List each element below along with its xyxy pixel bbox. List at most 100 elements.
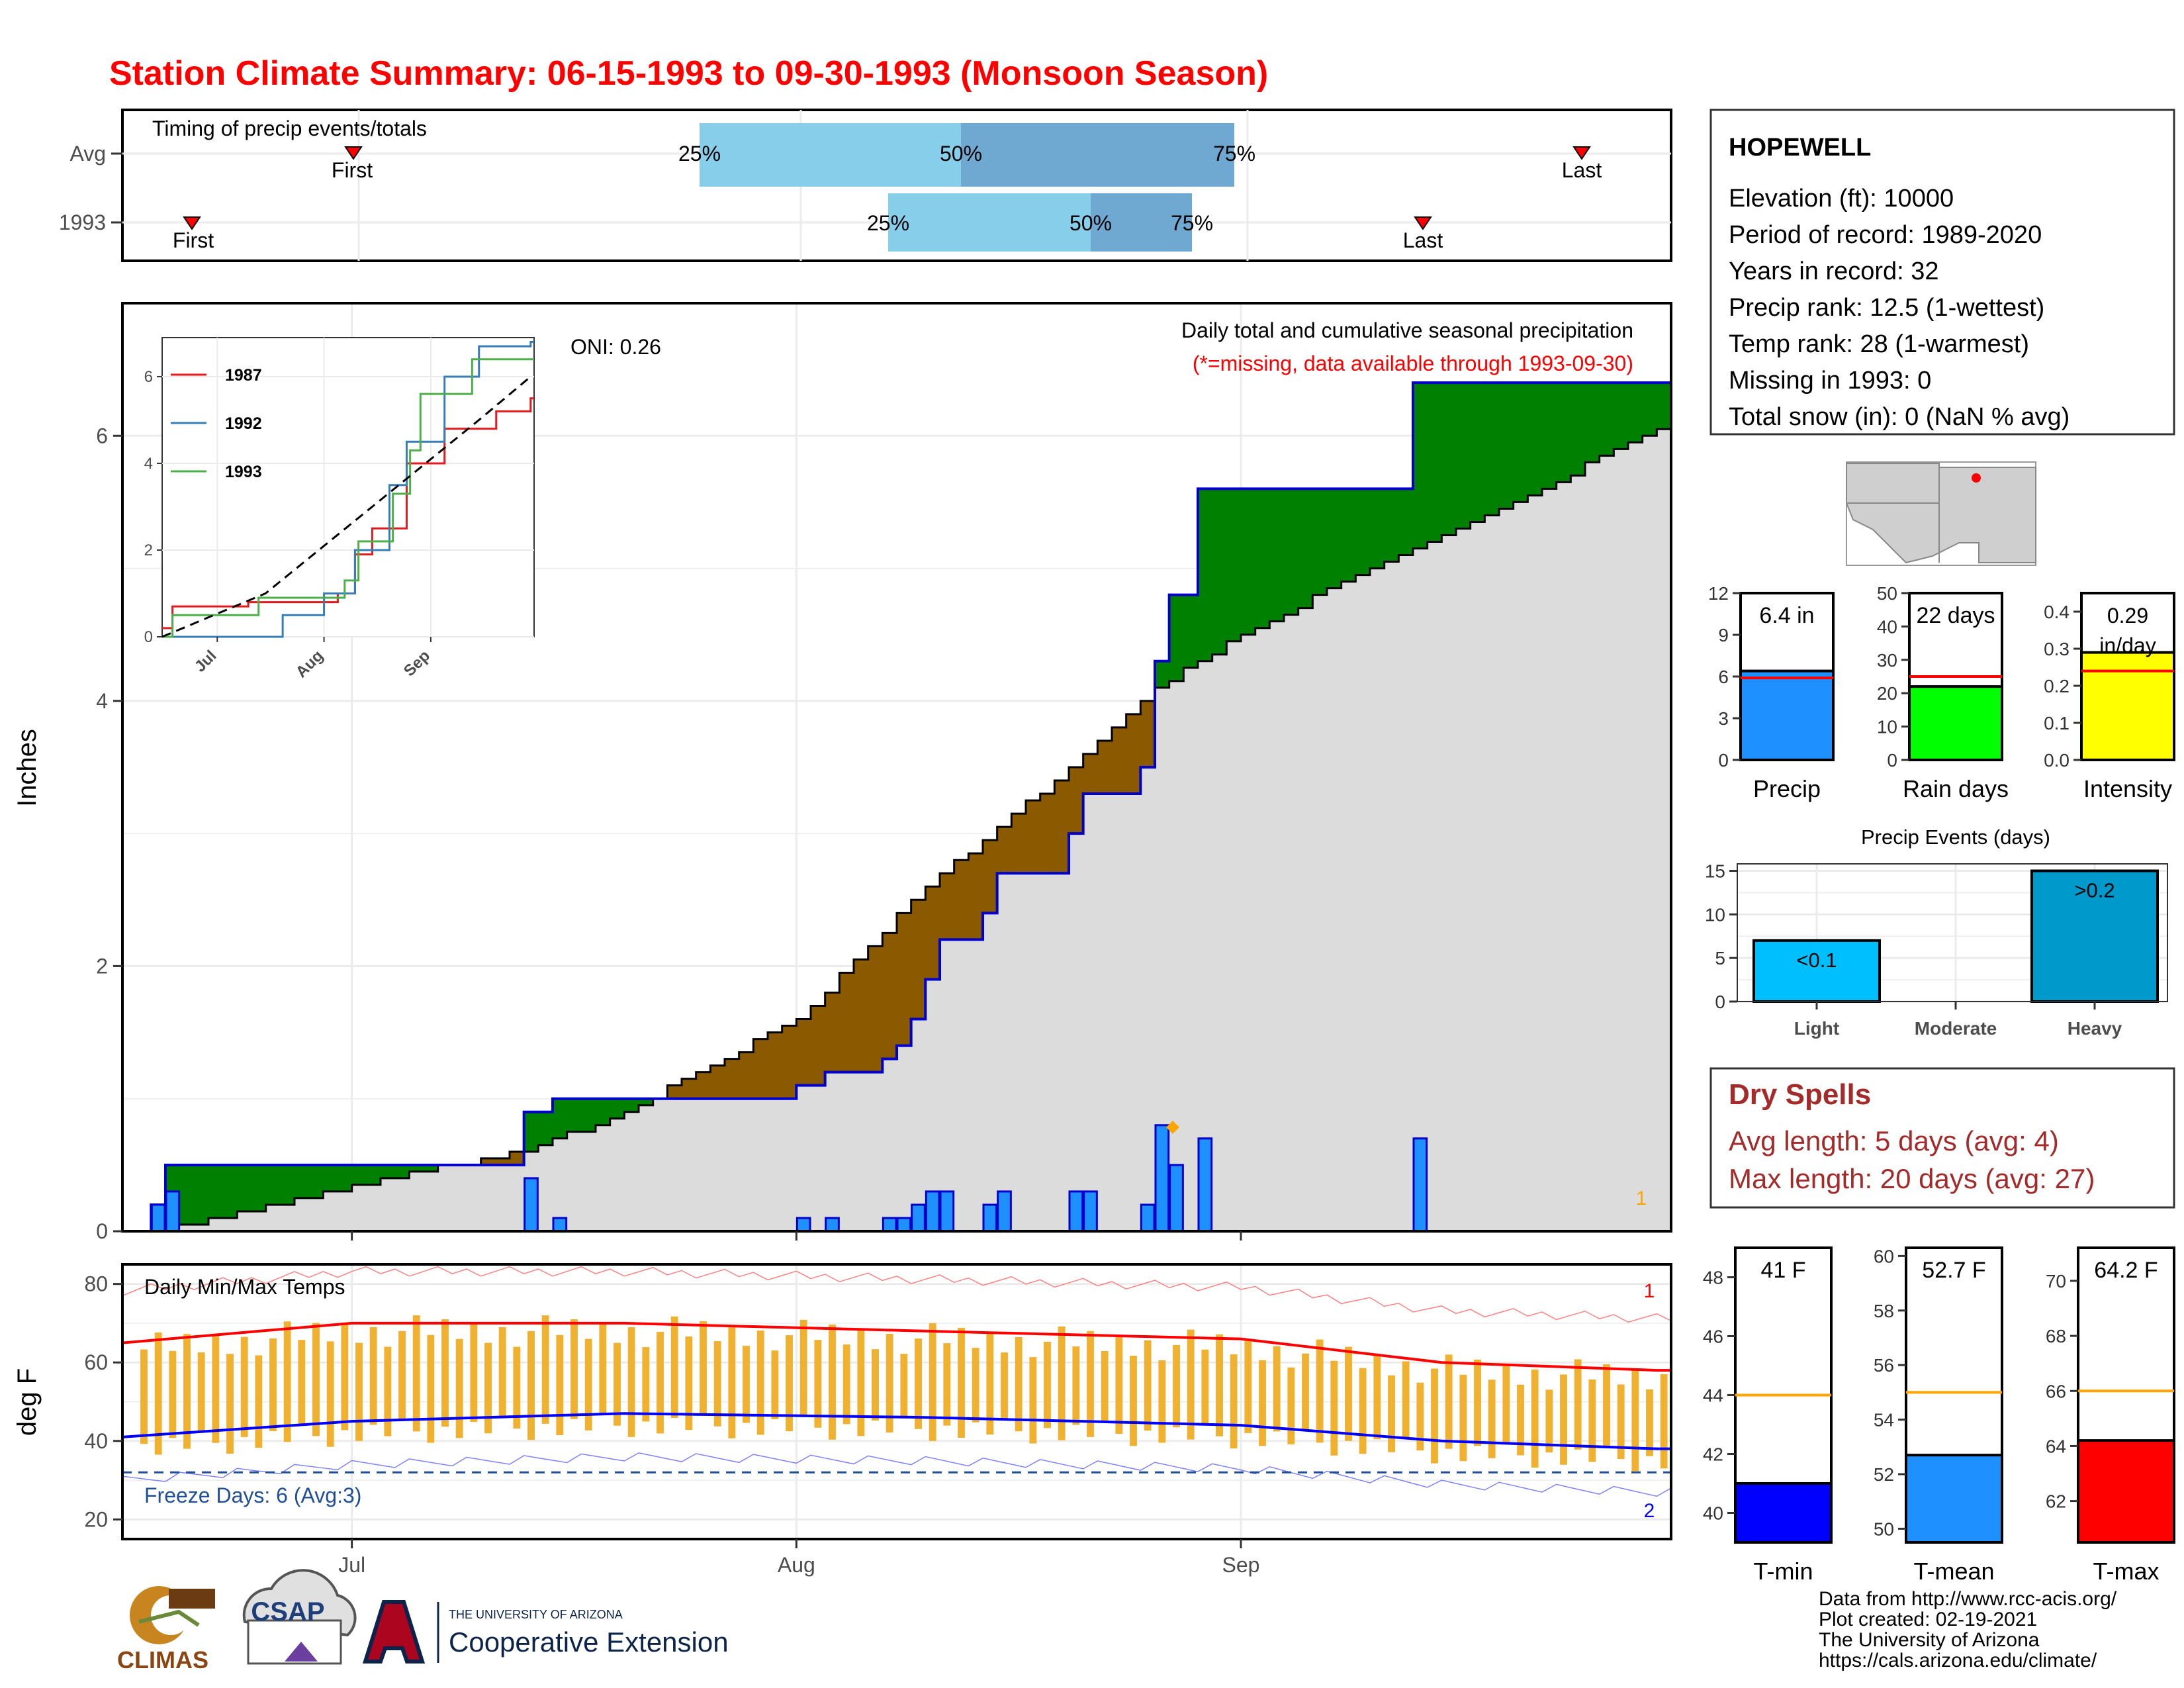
above-avg-segment — [1441, 383, 1457, 536]
daily-precip-bar — [150, 1203, 166, 1233]
daily-temp-range-bar — [1244, 1338, 1252, 1433]
below-avg-segment — [495, 1158, 510, 1165]
daily-temp-range-bar — [369, 1327, 377, 1425]
daily-temp-range-bar — [441, 1319, 449, 1427]
below-avg-segment — [997, 827, 1012, 874]
avg-min-temp-line — [122, 1412, 1671, 1450]
station-period: Period of record: 1989-2020 — [1729, 221, 2042, 249]
daily-precip-bar — [1169, 1164, 1184, 1233]
daily-temp-range-bar — [915, 1338, 922, 1429]
above-avg-segment — [1312, 489, 1328, 595]
temp-t-mean-tick-label: 60 — [1874, 1246, 1894, 1266]
below-avg-segment — [911, 900, 926, 1019]
daily-temp-range-bar — [929, 1323, 936, 1441]
daily-temp-range-bar — [1001, 1352, 1008, 1419]
daily-temp-range-bar — [412, 1315, 420, 1432]
daily-precip-bar — [796, 1217, 811, 1233]
below-avg-segment — [839, 972, 854, 1072]
daily-temp-range-bar — [1560, 1374, 1567, 1465]
summary-intensity-value-label: 0.29 — [2107, 604, 2148, 628]
timing-1993-q75-label: 75% — [1171, 211, 1213, 235]
observed-cumulative-line — [122, 381, 1671, 1233]
above-avg-segment — [1198, 489, 1213, 661]
above-avg-segment — [1470, 383, 1485, 522]
daily-temp-range-bar — [1130, 1355, 1137, 1446]
below-avg-segment — [782, 1025, 797, 1099]
timing-1993-last-marker — [1414, 216, 1432, 230]
below-avg-segment — [868, 946, 883, 1072]
timing-label: Timing of precip events/totals — [152, 117, 427, 140]
daily-temp-range-bar — [1445, 1354, 1453, 1449]
daily-temp-range-bar — [312, 1323, 320, 1436]
footer-line-2: Plot created: 02-19-2021 — [1819, 1609, 2037, 1630]
summary-rain-days-tick-label: 40 — [1877, 616, 1897, 637]
csap-logo-text: CSAP — [251, 1597, 324, 1626]
daily-precip-bar — [165, 1190, 181, 1233]
above-avg-segment — [1642, 383, 1657, 436]
precip-ytick-label: 2 — [96, 954, 108, 978]
events-ytick-label: 15 — [1705, 861, 1725, 882]
daily-temp-range-bar — [814, 1340, 822, 1428]
below-avg-segment — [882, 933, 897, 1059]
daily-temp-range-bar — [1359, 1368, 1367, 1454]
daily-precip-bar — [523, 1177, 539, 1233]
above-avg-segment — [1398, 489, 1414, 555]
legend-label-1992: 1992 — [225, 414, 262, 433]
daily-precip-bar — [552, 1217, 568, 1233]
summary-intensity-tick-label: 0.2 — [2044, 676, 2070, 696]
temp-t-mean-tick-label: 52 — [1874, 1464, 1894, 1485]
summary-intensity-tick-label: 0.1 — [2044, 713, 2070, 733]
temp-ytick-label: 60 — [84, 1350, 108, 1374]
temp-t-mean-bar — [1905, 1454, 2003, 1544]
daily-temp-range-bar — [842, 1344, 850, 1425]
below-avg-segment — [1126, 714, 1141, 794]
above-avg-segment — [194, 1164, 209, 1225]
above-avg-segment — [567, 1098, 582, 1132]
below-avg-segment — [968, 853, 983, 940]
daily-temp-range-bar — [1603, 1364, 1610, 1447]
events-category-label: Moderate — [1915, 1018, 1997, 1039]
precip-ytick-label: 6 — [96, 424, 108, 447]
above-avg-segment — [1614, 383, 1629, 449]
below-avg-segment — [696, 1072, 711, 1099]
temp-panel-label: Daily Min/Max Temps — [144, 1275, 345, 1299]
ua-logo: THE UNIVERSITY OF ARIZONA Cooperative Ex… — [362, 1600, 729, 1664]
above-avg-segment — [265, 1164, 281, 1205]
summary-rain-days-tick-label: 10 — [1877, 717, 1897, 737]
record-high-line — [122, 1266, 1672, 1323]
daily-temp-range-bar — [1588, 1379, 1596, 1462]
legend-label-1993: 1993 — [225, 463, 262, 481]
daily-temp-range-bar — [1402, 1361, 1410, 1438]
daily-temp-range-bar — [1058, 1326, 1066, 1440]
temp-t-mean-tick-label: 54 — [1874, 1410, 1894, 1430]
below-avg-segment — [768, 1032, 783, 1099]
temp-t-mean-name-label: T-mean — [1913, 1558, 1994, 1585]
daily-temp-range-bar — [498, 1327, 506, 1417]
daily-temp-range-bar — [627, 1327, 635, 1437]
temp-t-mean-value-label: 52.7 F — [1922, 1258, 1985, 1283]
daily-temp-range-bar — [384, 1346, 392, 1436]
events-bar-heavy — [2030, 869, 2159, 1003]
precip-rank-label: 1 — [1636, 1188, 1647, 1209]
station-elevation: Elevation (ft): 10000 — [1729, 185, 1954, 212]
summary-rain-days-name-label: Rain days — [1903, 775, 2009, 802]
climas-logo: CLIMAS — [117, 1586, 215, 1673]
record-low-line — [122, 1452, 1672, 1497]
timing-avg-first-label: First — [332, 158, 373, 182]
daily-temp-range-bar — [670, 1316, 678, 1419]
daily-temp-range-bar — [1044, 1341, 1051, 1429]
precip-subtitle: Daily total and cumulative seasonal prec… — [1181, 318, 1633, 342]
below-avg-segment — [753, 1039, 768, 1099]
daily-temp-range-bar — [1115, 1335, 1123, 1434]
above-avg-segment — [1628, 383, 1643, 443]
above-avg-segment — [381, 1164, 396, 1178]
daily-temp-range-bar — [1173, 1344, 1180, 1428]
summary-rain-days-bar — [1908, 685, 2003, 761]
above-avg-segment — [1599, 383, 1614, 456]
precip-ytick-label: 4 — [96, 689, 108, 713]
daily-temp-range-bar — [527, 1331, 535, 1440]
station-missing: Missing in 1993: 0 — [1729, 367, 1931, 395]
temp-t-mean-tick-label: 56 — [1874, 1355, 1894, 1376]
daily-temp-range-bar — [958, 1327, 965, 1438]
daily-temp-range-bar — [427, 1335, 435, 1443]
